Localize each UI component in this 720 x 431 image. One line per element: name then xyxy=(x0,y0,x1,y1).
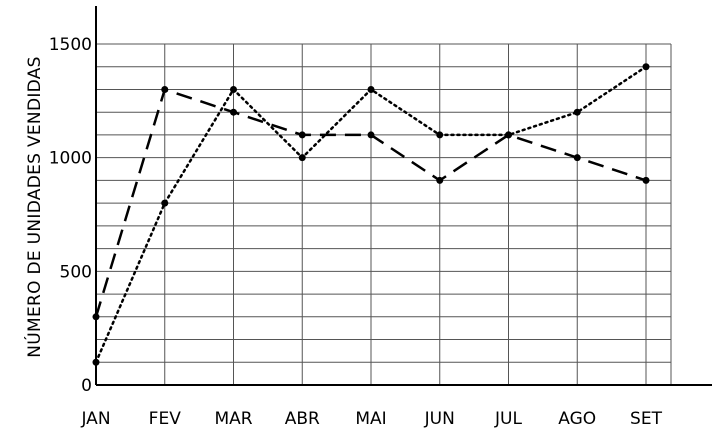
data-point-dotted xyxy=(298,154,306,162)
data-point-dotted xyxy=(230,85,237,93)
x-tick-label: ABR xyxy=(285,409,320,429)
data-point-dotted xyxy=(161,199,169,207)
x-tick-label: JAN xyxy=(80,409,110,429)
data-point-dashed xyxy=(367,131,375,139)
data-point-dashed xyxy=(436,176,444,184)
data-point-dashed xyxy=(230,108,237,116)
x-tick-label: AGO xyxy=(558,409,596,429)
data-point-dotted xyxy=(642,63,650,71)
data-point-dashed xyxy=(161,85,169,93)
data-point-dashed xyxy=(92,313,100,321)
data-point-dashed xyxy=(298,131,306,139)
y-axis-label: NÚMERO DE UNIDADES VENDIDAS xyxy=(23,56,45,358)
x-tick-label: SET xyxy=(630,409,663,429)
y-tick-label: 0 xyxy=(81,376,92,396)
axes xyxy=(95,6,712,386)
data-point-dashed xyxy=(573,154,581,162)
data-point-dotted xyxy=(436,131,444,139)
data-point-dotted xyxy=(92,358,100,366)
grid xyxy=(96,43,672,386)
x-tick-label: FEV xyxy=(149,409,182,429)
x-tick-label: JUN xyxy=(424,409,455,429)
x-tick-label: MAI xyxy=(355,409,386,429)
x-tick-label: MAR xyxy=(214,409,252,429)
data-point-dotted xyxy=(505,131,512,139)
x-tick-labels: JAN FEV MAR ABR MAI JUN JUL AGO SET xyxy=(80,409,662,429)
data-point-dotted xyxy=(573,108,581,116)
series-group xyxy=(92,63,650,366)
x-tick-label: JUL xyxy=(494,409,522,429)
y-tick-label: 500 xyxy=(60,262,92,282)
y-tick-label: 1000 xyxy=(49,149,92,169)
data-point-dotted xyxy=(367,85,375,93)
y-tick-labels: 0 500 1000 1500 xyxy=(49,35,92,396)
data-point-dashed xyxy=(642,176,650,184)
y-tick-label: 1500 xyxy=(49,35,92,55)
